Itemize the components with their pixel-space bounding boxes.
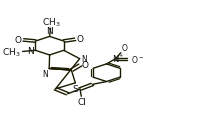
- Text: N: N: [46, 27, 53, 36]
- Text: O: O: [15, 36, 22, 45]
- Text: N: N: [27, 46, 34, 55]
- Text: CH$_3$: CH$_3$: [42, 16, 61, 28]
- Text: N: N: [112, 55, 118, 63]
- Text: O: O: [82, 61, 89, 70]
- Text: $^+$: $^+$: [117, 53, 124, 59]
- Text: O: O: [77, 35, 84, 44]
- Text: O$^-$: O$^-$: [131, 53, 144, 64]
- Text: S: S: [72, 85, 78, 93]
- Text: CH$_3$: CH$_3$: [2, 46, 21, 58]
- Text: N: N: [42, 69, 48, 78]
- Text: Cl: Cl: [78, 97, 87, 106]
- Text: O: O: [122, 43, 128, 52]
- Text: N: N: [81, 55, 87, 64]
